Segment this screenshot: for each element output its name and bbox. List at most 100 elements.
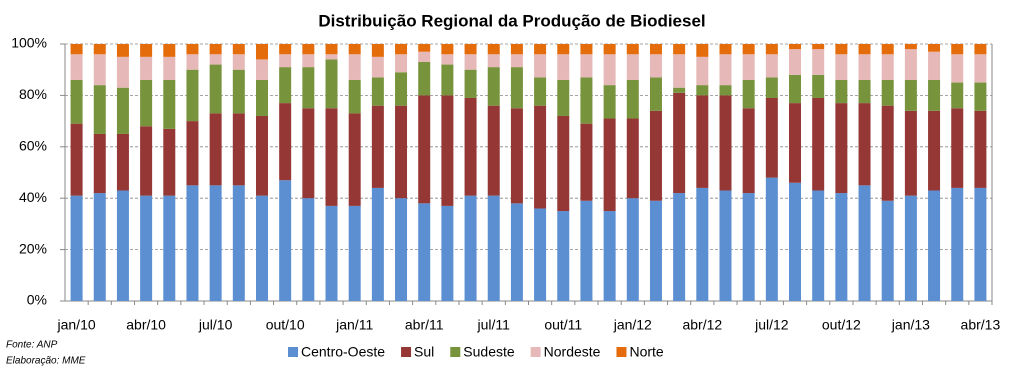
y-tick-label: 100% xyxy=(11,35,47,51)
bar-segment xyxy=(70,54,83,80)
x-tick-label: jul/10 xyxy=(198,317,233,333)
bar-segment xyxy=(626,198,639,301)
x-tick-label: out/11 xyxy=(544,317,582,333)
bar-segment xyxy=(116,190,129,301)
bar-segment xyxy=(881,44,894,55)
bar-segment xyxy=(626,118,639,199)
bar-segment xyxy=(325,44,338,55)
bar-segment xyxy=(789,103,802,183)
bar-segment xyxy=(140,126,153,196)
x-tick-label: jul/11 xyxy=(477,317,511,333)
bar-segment xyxy=(858,54,871,80)
bar-segment xyxy=(418,61,431,96)
bar-segment xyxy=(742,108,755,194)
bar-segment xyxy=(742,79,755,109)
y-tick-label: 80% xyxy=(19,86,47,102)
bar-segment xyxy=(719,54,732,86)
bar-segment xyxy=(395,72,408,106)
bar-segment xyxy=(510,54,523,68)
bar-segment xyxy=(765,77,778,98)
bar-segment xyxy=(163,195,176,301)
bar-segment xyxy=(626,79,639,119)
bar-segment xyxy=(464,97,477,196)
bar-segment xyxy=(789,49,802,75)
bar-segment xyxy=(904,44,917,50)
bar-segment xyxy=(441,205,454,301)
legend-swatch xyxy=(450,347,461,357)
bar-segment xyxy=(209,64,222,114)
bar-segment xyxy=(302,108,315,199)
legend-label: Sul xyxy=(414,344,434,360)
y-tick-label: 40% xyxy=(19,189,47,205)
bar-segment xyxy=(835,103,848,194)
bar-segment xyxy=(974,110,987,188)
bar-segment xyxy=(302,67,315,109)
bar-segment xyxy=(673,92,686,194)
bar-segment xyxy=(835,44,848,55)
bar-segment xyxy=(649,77,662,111)
bar-segment xyxy=(418,203,431,301)
bar-segment xyxy=(418,95,431,204)
bar-segment xyxy=(928,190,941,301)
bar-segment xyxy=(649,200,662,301)
bar-segment xyxy=(626,54,639,80)
bar-segment xyxy=(487,67,500,106)
bar-segment xyxy=(974,187,987,301)
bar-segment xyxy=(904,79,917,111)
bar-segment xyxy=(928,44,941,52)
bar-segment xyxy=(232,185,245,301)
bar-segment xyxy=(186,54,199,70)
bar-segment xyxy=(742,193,755,301)
bar-segment xyxy=(974,82,987,111)
bar-segment xyxy=(881,54,894,80)
bar-segment xyxy=(534,105,547,209)
bar-segment xyxy=(673,54,686,88)
bar-segment xyxy=(325,108,338,206)
bar-segment xyxy=(93,44,106,55)
bar-segment xyxy=(603,118,616,212)
x-tick-label: abr/13 xyxy=(961,317,1001,333)
bar-segment xyxy=(510,67,523,109)
bar-segment xyxy=(557,211,570,301)
bar-segment xyxy=(812,97,825,191)
bar-segment xyxy=(186,69,199,122)
bar-segment xyxy=(580,54,593,78)
bar-segment xyxy=(140,56,153,80)
bar-segment xyxy=(163,79,176,129)
bar-segment xyxy=(719,85,732,96)
bar-segment xyxy=(232,44,245,55)
bar-segment xyxy=(789,44,802,50)
bar-segment xyxy=(140,44,153,57)
bar-segment xyxy=(279,54,292,68)
bar-segment xyxy=(557,79,570,116)
bar-segment xyxy=(673,193,686,301)
bar-segment xyxy=(812,49,825,75)
bar-segment xyxy=(279,67,292,104)
bar-segment xyxy=(348,54,361,80)
bar-segment xyxy=(487,195,500,301)
bar-segment xyxy=(279,103,292,181)
bar-segment xyxy=(255,115,268,196)
bar-segment xyxy=(116,56,129,88)
bar-segment xyxy=(626,44,639,55)
bar-segment xyxy=(70,44,83,55)
bar-segment xyxy=(696,44,709,57)
bar-segment xyxy=(487,44,500,55)
x-tick-label: abr/12 xyxy=(682,317,722,333)
bar-segment xyxy=(232,54,245,70)
bar-segment xyxy=(534,44,547,55)
bar-segment xyxy=(209,185,222,301)
bar-segment xyxy=(487,105,500,196)
bar-segment xyxy=(858,44,871,55)
bar-segment xyxy=(441,44,454,55)
bar-segment xyxy=(557,44,570,55)
bar-segment xyxy=(742,44,755,55)
bar-segment xyxy=(163,44,176,57)
bar-segment xyxy=(835,193,848,301)
bar-segment xyxy=(510,108,523,204)
bar-segment xyxy=(603,211,616,301)
bar-segment xyxy=(302,44,315,55)
bar-segment xyxy=(464,44,477,55)
bar-segment xyxy=(140,195,153,301)
